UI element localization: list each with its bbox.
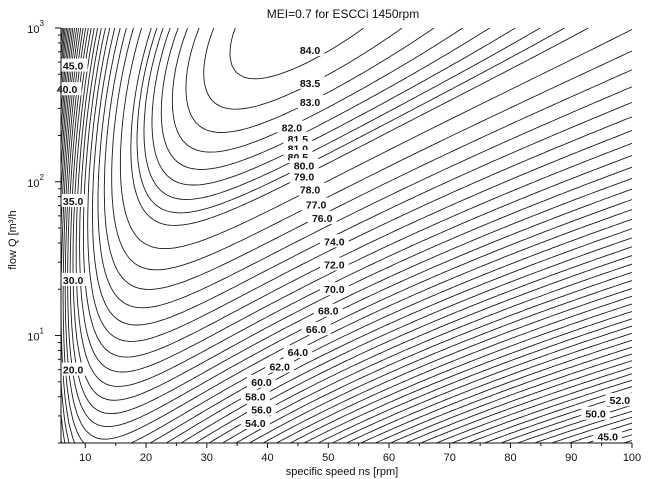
contour-line-80-5 [136,28,565,214]
contour-line-76 [97,28,632,309]
x-tick-label: 40 [261,452,273,464]
x-tick-label: 60 [383,452,395,464]
contour-labels: 84.083.583.082.081.581.080.580.079.078.0… [52,42,635,444]
contour-label-bg [307,211,337,225]
contour-label: 77.0 [306,200,327,212]
y-axis: 101 102 103 [27,19,62,444]
contour-line-84 [229,28,364,80]
contour-label: 83.0 [300,97,321,109]
contour-label: 35.0 [63,196,84,208]
contour-line-71 [75,28,632,387]
contour-label: 80.0 [294,160,315,172]
contour-label-bg [277,120,307,134]
contour-line-81-5 [151,28,516,186]
contour-line-82-5 [171,28,463,153]
contour-line-74 [87,28,632,342]
y-tick-label: 102 [27,173,44,190]
contour-label-bg [265,359,295,373]
contour-label: 79.0 [294,172,315,184]
contour-label: 60.0 [251,377,272,389]
contour-line-80 [130,28,589,226]
contour-line-72 [79,28,632,373]
x-tick-label: 10 [79,452,91,464]
contour-line-82 [160,28,490,170]
contour-label: 45.0 [597,432,618,444]
contour-line-49 [375,346,632,443]
contour-label-bg [295,95,325,109]
x-tick-label: 50 [322,452,334,464]
contour-label: 20.0 [63,365,84,377]
contour-label: 74.0 [324,236,345,248]
contour-line-45 [436,373,632,443]
contour-label: 66.0 [306,324,327,336]
contour-label: 45.0 [63,61,84,73]
contour-line-54 [61,28,632,443]
contour-line-51 [346,332,632,443]
chart-title: MEI=0.7 for ESCCi 1450rpm [267,7,419,21]
contour-line-83-5 [203,28,403,110]
x-tick-label: 20 [140,452,152,464]
contour-line-58 [61,28,632,443]
contour-label-bg [52,82,82,96]
contour-label-bg [240,415,270,429]
contour-label: 50.0 [585,409,606,421]
contour-label-bg [289,158,319,172]
x-axis-label: specific speed ns [rpm] [286,466,399,478]
contour-label-bg [283,345,313,359]
contour-label-bg [301,197,331,211]
contour-label-bg [295,182,325,196]
contour-label-bg [319,257,349,271]
contour-label-bg [313,303,343,317]
contour-label-bg [319,282,349,296]
contour-label-bg [319,234,349,248]
contour-label: 82.0 [282,123,303,135]
contour-label: 64.0 [288,347,309,359]
contour-line-69 [69,28,632,415]
contour-label: 58.0 [245,392,266,404]
contour-label-bg [593,429,623,443]
contour-line-81 [143,28,541,200]
x-tick-label: 90 [565,452,577,464]
y-tick-label: 103 [27,19,44,36]
x-tick-label: 70 [444,452,456,464]
contour-label: 40.0 [57,84,78,96]
y-tick-label: 101 [27,327,44,344]
contour-label-bg [247,374,276,388]
contour-label: 72.0 [324,259,345,271]
contour-label: 83.5 [300,78,321,90]
contour-label: 76.0 [312,213,333,225]
x-tick-label: 100 [623,452,641,464]
contour-label: 78.0 [300,185,321,197]
contour-label-bg [289,169,319,183]
contour-line-46 [420,366,632,443]
contour-label: 56.0 [251,405,272,417]
contour-label-bg [58,362,88,376]
contour-label-bg [247,402,276,416]
contour-label: 30.0 [63,275,84,287]
contour-label-bg [295,75,325,89]
contour-label: 68.0 [318,306,339,318]
contour-label: 70.0 [324,284,345,296]
contour-label-bg [605,393,635,407]
x-axis: 10 20 30 40 50 60 70 80 90 100 [61,442,641,464]
contour-label: 52.0 [610,395,631,407]
contour-label: 62.0 [269,361,290,373]
contour-label-bg [58,58,88,72]
contour-label-bg [295,42,325,56]
contour-label-bg [240,389,270,403]
contour-label-bg [58,272,88,286]
x-tick-label: 80 [504,452,516,464]
contour-label: 84.0 [300,45,321,57]
contour-label-bg [581,406,610,420]
x-tick-label: 30 [201,452,213,464]
contour-label: 54.0 [245,418,266,430]
contour-label-bg [301,322,331,336]
contour-line-63 [61,28,632,443]
y-axis-label: flow Q [m³/h [7,210,19,269]
contour-line-79 [119,28,632,250]
contour-label-bg [58,193,88,207]
contour-line-75 [92,28,632,326]
